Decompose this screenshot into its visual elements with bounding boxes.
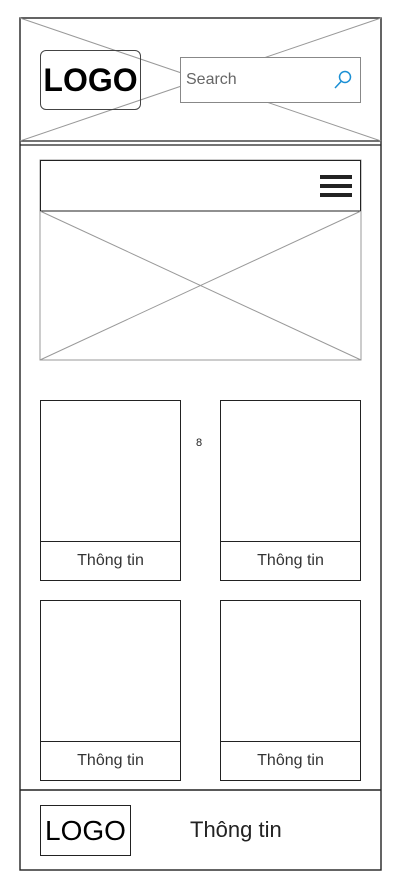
page-marker: 8 <box>196 437 203 449</box>
card-label[interactable]: Thông tin <box>77 552 144 569</box>
info-card[interactable]: Thông tin <box>40 600 181 781</box>
hamburger-menu-icon[interactable] <box>320 175 352 197</box>
info-card[interactable]: Thông tin <box>40 400 181 581</box>
footer-logo[interactable]: LOGO <box>40 805 131 856</box>
info-card[interactable]: Thông tin <box>220 600 361 781</box>
nav-bar <box>40 160 361 211</box>
card-image <box>41 401 180 542</box>
card-label[interactable]: Thông tin <box>257 552 324 569</box>
search-icon[interactable] <box>332 69 354 91</box>
card-label[interactable]: Thông tin <box>257 752 324 769</box>
search-input[interactable]: Search <box>186 71 237 88</box>
card-label[interactable]: Thông tin <box>77 752 144 769</box>
info-card[interactable]: Thông tin <box>220 400 361 581</box>
footer-info-link[interactable]: Thông tin <box>190 817 282 842</box>
card-image <box>221 401 360 542</box>
card-image <box>221 601 360 742</box>
header-logo[interactable]: LOGO <box>40 50 141 110</box>
search-box[interactable]: Search <box>180 57 361 103</box>
card-image <box>41 601 180 742</box>
